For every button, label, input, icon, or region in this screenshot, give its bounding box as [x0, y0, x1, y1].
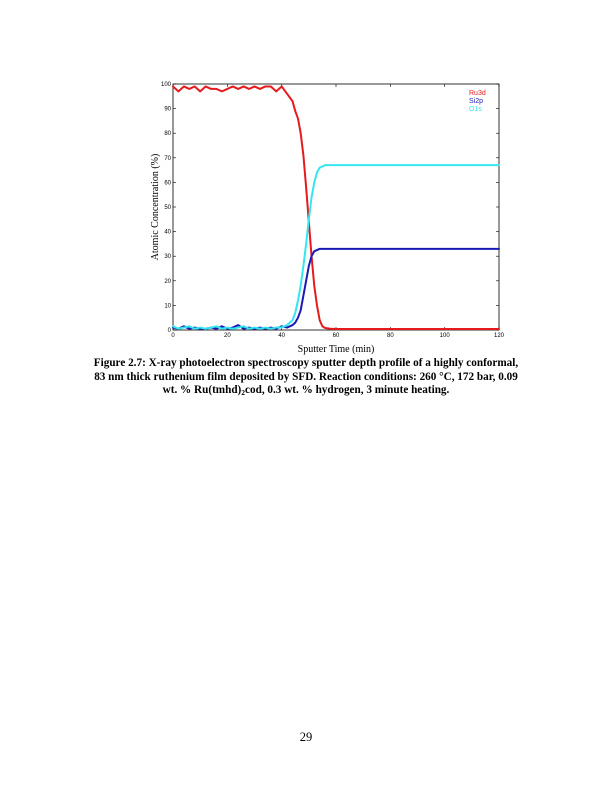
y-tick-label: 20 [164, 279, 171, 285]
series-line-si2p [172, 247, 500, 330]
x-tick-label: 60 [333, 333, 340, 339]
legend-entry-ru3d: Ru3d [469, 90, 486, 97]
plot-frame [172, 83, 500, 331]
x-tick-label: 40 [278, 333, 285, 339]
y-tick-label: 0 [168, 328, 172, 334]
x-tick-label: 100 [440, 333, 451, 339]
figure-caption-subscript: 2 [241, 388, 246, 397]
x-tick-label: 120 [494, 333, 505, 339]
y-tick-label: 70 [164, 156, 171, 162]
y-tick-label: 50 [164, 205, 171, 211]
y-tick-label: 80 [164, 131, 171, 137]
page-number: 29 [299, 730, 313, 744]
legend-entry-o1s: O1s [469, 106, 482, 113]
figure-caption-text-end: cod, 0.3 wt. % hydrogen, 3 minute heatin… [245, 384, 450, 396]
y-tick-label: 90 [164, 107, 171, 113]
y-tick-label: 10 [164, 303, 171, 309]
x-axis-label: Sputter Time (min) [298, 344, 375, 355]
x-tick-label: 20 [224, 333, 231, 339]
y-tick-label: 100 [161, 82, 172, 88]
figure-caption-text: X-ray photoelectron spectroscopy sputter… [94, 357, 519, 396]
figure-caption: Figure 2.7: X-ray photoelectron spectros… [90, 357, 522, 398]
y-tick-label: 30 [164, 254, 171, 260]
series-line-o1s [172, 164, 500, 330]
figure-caption-label: Figure 2.7: [93, 357, 146, 369]
y-tick-label: 60 [164, 180, 171, 186]
y-tick-label: 40 [164, 230, 171, 236]
x-tick-label: 0 [171, 333, 175, 339]
series-line-ru3d [172, 85, 500, 331]
depth-profile-chart: 0 20 40 60 80 100 120 0 10 20 30 40 50 60 70 80 90 100 Spu… [150, 82, 505, 355]
y-axis-label: Atomic Concentration (%) [150, 154, 161, 261]
depth-profile-figure: 0 20 40 60 80 100 120 0 10 20 30 40 50 60 70 80 90 100 Spu… [145, 78, 515, 360]
x-tick-label: 80 [387, 333, 394, 339]
legend-entry-si2p: Si2p [469, 98, 483, 105]
